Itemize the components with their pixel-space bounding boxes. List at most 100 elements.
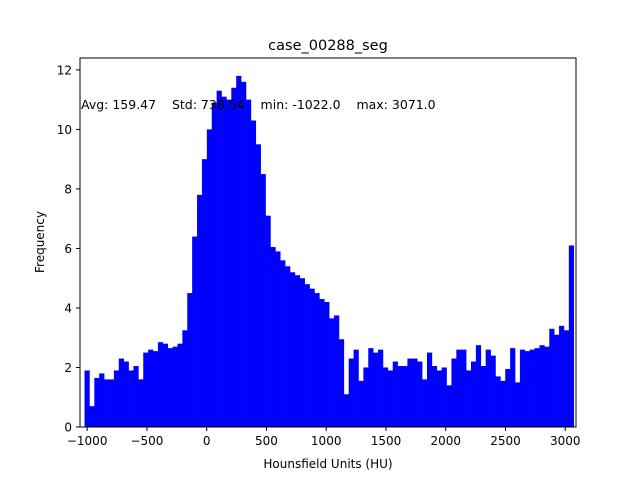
- histogram-bar: [143, 352, 149, 427]
- histogram-bar: [118, 358, 124, 427]
- histogram-bar: [529, 349, 535, 427]
- histogram-bar: [348, 358, 354, 427]
- histogram-bar: [392, 361, 398, 427]
- histogram-bar: [192, 236, 198, 427]
- histogram-bar: [475, 345, 482, 427]
- histogram-bar: [245, 99, 252, 427]
- histogram-bar: [153, 351, 159, 427]
- histogram-bar: [104, 379, 110, 427]
- histogram-bar: [549, 328, 555, 427]
- histogram-bar: [265, 215, 271, 427]
- histogram-bar: [241, 81, 247, 427]
- histogram-bar: [485, 349, 491, 427]
- stats-annotation: Avg: 159.47 Std: 738.54 min: -1022.0 max…: [81, 97, 436, 112]
- histogram-bar: [422, 379, 428, 427]
- x-tick-label: −1000: [67, 434, 108, 448]
- histogram-bar: [177, 343, 183, 427]
- histogram-bar: [441, 367, 447, 427]
- histogram-bar: [466, 370, 472, 427]
- histogram-bar: [148, 349, 154, 427]
- histogram-bar: [559, 325, 565, 427]
- y-tick-label: 10: [57, 123, 72, 137]
- histogram-bar: [231, 87, 237, 427]
- histogram-bar: [94, 377, 100, 427]
- histogram-bar: [397, 366, 403, 427]
- histogram-bar: [387, 370, 394, 427]
- histogram-bar: [451, 358, 457, 427]
- histogram-bar: [382, 367, 389, 427]
- histogram-bar: [255, 144, 261, 428]
- x-tick-label: 2500: [490, 434, 521, 448]
- histogram-bar: [456, 349, 462, 427]
- x-tick-label: 500: [255, 434, 278, 448]
- histogram-bar: [461, 349, 467, 427]
- histogram-bar: [373, 352, 379, 427]
- y-axis-label: Frequency: [33, 211, 47, 273]
- histogram-bar: [280, 260, 286, 427]
- histogram-bar: [123, 361, 129, 427]
- histogram-bar: [378, 349, 384, 427]
- histogram-bar: [216, 90, 222, 427]
- histogram-bar: [197, 194, 203, 427]
- y-axis: 0 2 4 6 8 10 12: [57, 63, 80, 435]
- histogram-bar: [236, 75, 242, 427]
- histogram-bar: [495, 376, 501, 427]
- histogram-bar: [338, 339, 345, 427]
- histogram-bar: [260, 174, 266, 427]
- histogram-bar: [480, 366, 486, 427]
- x-tick-label: 3000: [550, 434, 581, 448]
- x-tick-label: 1500: [371, 434, 402, 448]
- histogram-bar: [113, 370, 120, 427]
- histogram-bar: [539, 345, 545, 427]
- histogram-bar: [226, 99, 232, 427]
- x-axis-label: Hounsfield Units (HU): [263, 457, 392, 471]
- x-axis: −1000 −500 0 500 1000 1500 2000 2500 3000: [67, 427, 581, 448]
- histogram-bar: [221, 96, 227, 427]
- histogram-bar: [294, 275, 301, 427]
- histogram-bar: [319, 299, 325, 427]
- histogram-bar: [290, 272, 296, 427]
- histogram-bar: [285, 266, 291, 427]
- histogram-bar: [314, 293, 320, 427]
- histogram-bar: [524, 351, 530, 427]
- histogram-bar: [471, 361, 477, 427]
- x-tick-label: 1000: [311, 434, 342, 448]
- histogram-bar: [172, 346, 178, 427]
- y-tick-label: 2: [64, 361, 72, 375]
- plot-frame: [79, 57, 577, 428]
- y-tick-label: 8: [64, 182, 72, 196]
- histogram-bar: [138, 379, 144, 427]
- histogram-bar: [544, 346, 550, 427]
- x-tick-label: 2000: [430, 434, 461, 448]
- histogram-bar: [563, 330, 570, 427]
- x-tick-label: 0: [203, 434, 211, 448]
- histogram-bar: [329, 318, 335, 427]
- histogram-bar: [402, 366, 408, 427]
- histogram-bar: [206, 129, 213, 428]
- histogram-bar: [500, 380, 506, 428]
- histogram-bar: [505, 368, 511, 427]
- histogram-bar: [304, 284, 310, 427]
- histogram-bar: [187, 293, 193, 427]
- histogram-bar: [89, 406, 95, 427]
- histogram-bar: [128, 370, 134, 427]
- histogram-bar: [412, 358, 418, 427]
- histogram-bar: [84, 370, 90, 427]
- histogram-bar: [162, 343, 168, 427]
- y-tick-label: 4: [64, 301, 72, 315]
- histogram-bar: [157, 342, 164, 427]
- histogram-bar: [431, 366, 438, 427]
- y-tick-label: 6: [64, 242, 72, 256]
- histogram-bar: [426, 352, 433, 427]
- histogram-bar: [99, 373, 105, 427]
- histogram-bar: [167, 348, 173, 427]
- bars-group: [84, 75, 575, 428]
- histogram-bar: [554, 334, 560, 427]
- histogram-bar: [417, 361, 423, 427]
- histogram-bar: [353, 349, 359, 427]
- x-tick-label: −500: [130, 434, 163, 448]
- histogram-bar: [446, 385, 452, 427]
- histogram-bar: [201, 159, 208, 427]
- histogram-bar: [534, 348, 540, 427]
